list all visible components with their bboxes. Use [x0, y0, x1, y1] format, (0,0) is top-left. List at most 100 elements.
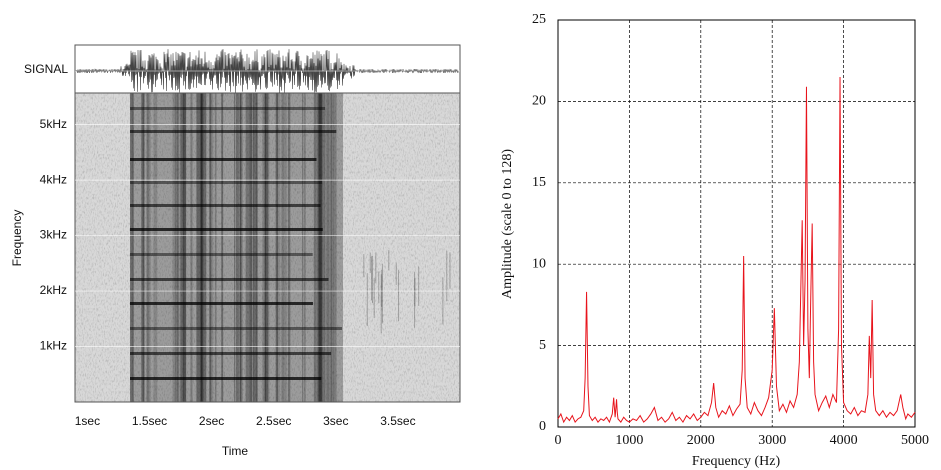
vertical-streak: [130, 93, 134, 402]
y-tick-label: 15: [532, 175, 546, 190]
vertical-streak: [182, 93, 187, 402]
vertical-streak: [203, 93, 207, 402]
vertical-streak: [141, 93, 145, 402]
vertical-streak: [282, 93, 285, 402]
vertical-streak: [235, 93, 239, 402]
spectrogram-noise: [75, 93, 460, 402]
tail-streak: [414, 278, 416, 307]
harmonic-band: [130, 204, 321, 207]
spectrogram-texture: [130, 93, 451, 402]
signal-label: SIGNAL: [24, 62, 68, 76]
harmonic-band: [130, 278, 329, 281]
vertical-streak: [146, 93, 149, 402]
tail-streak: [449, 252, 451, 289]
vertical-streak: [200, 93, 203, 402]
vertical-streak: [264, 93, 267, 402]
x-tick-label: 1.5sec: [132, 414, 167, 428]
x-tick-label: 2000: [687, 433, 715, 448]
vertical-streak: [318, 93, 322, 402]
x-axis-label: Time: [222, 444, 249, 458]
spectrum-line: [557, 76, 916, 424]
harmonic-band: [130, 158, 317, 161]
harmonic-band: [130, 253, 313, 256]
vertical-streak: [256, 93, 258, 402]
harmonic-band: [130, 302, 313, 305]
vertical-streak: [196, 93, 201, 402]
vertical-streak: [323, 93, 325, 402]
vertical-streak: [245, 93, 249, 402]
vertical-streak: [200, 93, 204, 402]
tail-streak: [369, 252, 371, 273]
x-tick-label: 1000: [615, 433, 643, 448]
spectrogram-frame: [74, 92, 461, 403]
vertical-streak: [318, 93, 323, 402]
x-tick-label: 0: [555, 433, 562, 448]
harmonic-band: [130, 107, 326, 110]
vertical-streak: [200, 93, 203, 402]
x-tick-label: 2.5sec: [256, 414, 291, 428]
vertical-streak: [238, 93, 241, 402]
vertical-streak: [172, 93, 176, 402]
tail-streak: [366, 273, 368, 327]
tail-streak: [363, 254, 365, 278]
vertical-streak: [248, 93, 252, 402]
tail-streak: [370, 256, 372, 301]
x-tick-label: 3sec: [323, 414, 348, 428]
vertical-streak: [276, 93, 281, 402]
vertical-streak: [214, 93, 217, 402]
harmonic-band: [130, 181, 323, 184]
vertical-streak: [333, 93, 337, 402]
y-tick-label: 0: [539, 419, 546, 434]
x-tick-label: 2sec: [199, 414, 224, 428]
speech-shade: [130, 93, 343, 402]
vertical-streak: [234, 93, 236, 402]
vertical-streak: [250, 93, 254, 402]
vertical-streak: [239, 93, 242, 402]
vertical-streak: [180, 93, 185, 402]
y-axis-label: Frequency: [10, 210, 24, 267]
spectrum-panel: Frequency (Hz) Amplitude (scale 0 to 128…: [500, 12, 929, 469]
tail-streak: [446, 250, 448, 302]
vertical-streak: [174, 93, 179, 402]
y-tick-label: 10: [532, 256, 546, 271]
tail-streak: [375, 252, 377, 284]
tail-streak: [414, 271, 416, 328]
harmonic-band: [130, 352, 332, 355]
tail-streak: [381, 269, 383, 307]
vertical-streak: [179, 93, 184, 402]
vertical-streak: [284, 93, 287, 402]
vertical-streak: [265, 93, 270, 402]
harmonic-band: [130, 228, 323, 231]
vertical-streak: [209, 93, 214, 402]
vertical-streak: [316, 93, 319, 402]
tail-streak: [398, 270, 400, 322]
signal-waveform: [75, 49, 459, 93]
y-tick-label: 5: [539, 338, 546, 353]
spectrogram-panel: SIGNAL Time Frequency 1sec 1.5sec 2sec 2.5s…: [10, 44, 461, 458]
vertical-streak: [200, 93, 204, 402]
vertical-streak: [183, 93, 187, 402]
tail-streak: [395, 262, 397, 285]
tail-streak: [380, 274, 382, 334]
vertical-streak: [313, 93, 317, 402]
y-tick-label: 1kHz: [40, 339, 67, 353]
y-tick-label: 20: [532, 94, 546, 109]
vertical-streak: [330, 93, 333, 402]
x-axis-label: Frequency (Hz): [692, 454, 781, 469]
plot-frame: [557, 19, 916, 428]
vertical-streak: [177, 93, 180, 402]
tail-streak: [442, 277, 444, 325]
vertical-streak: [301, 93, 304, 402]
vertical-streak: [132, 93, 134, 402]
y-tick-label: 25: [532, 12, 546, 27]
vertical-streak: [264, 93, 269, 402]
tail-streak: [388, 250, 390, 271]
tail-streak: [418, 266, 420, 306]
y-tick-label: 3kHz: [40, 228, 67, 242]
vertical-streak: [142, 93, 145, 402]
x-tick-label: 1sec: [75, 414, 100, 428]
tail-streak: [378, 271, 380, 304]
vertical-streak: [280, 93, 284, 402]
x-tick-label: 3000: [758, 433, 786, 448]
